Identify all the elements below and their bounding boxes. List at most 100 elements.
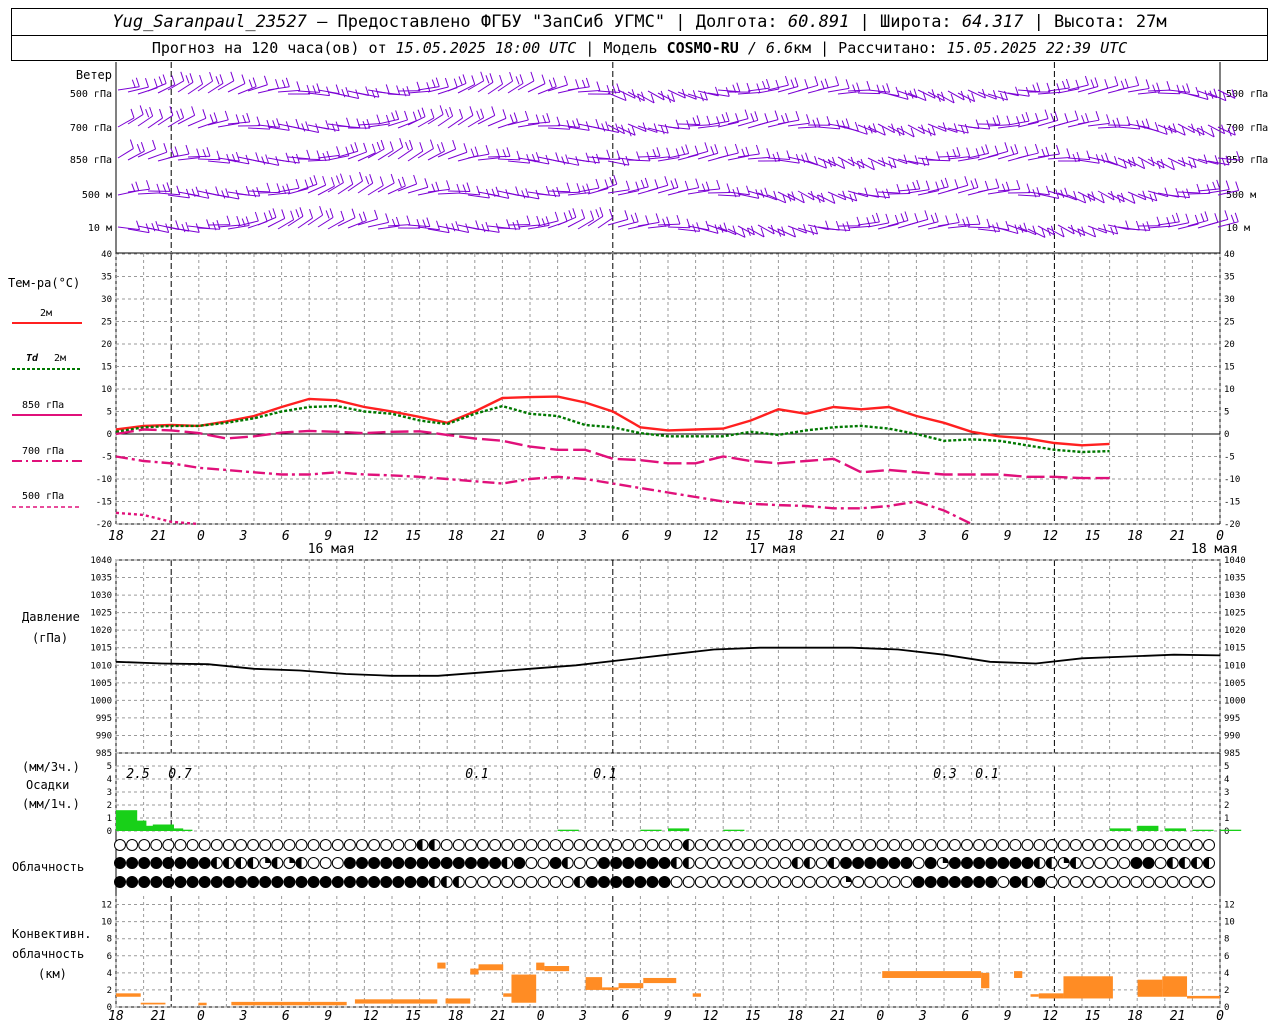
wind-barb — [817, 126, 840, 130]
wind-barb — [1217, 190, 1239, 196]
wind-barb — [187, 193, 209, 199]
wind-barb — [317, 154, 340, 159]
legend-500-label: 500 гПа — [22, 491, 64, 502]
wind-barb — [597, 183, 617, 192]
conv-cloud-bar — [1063, 976, 1113, 999]
wind-barb-feather — [340, 210, 345, 221]
wind-barb-feather — [451, 223, 456, 232]
wind-barb — [777, 191, 796, 201]
wind-barb-feather — [652, 149, 657, 158]
wind-barb-feather — [777, 228, 782, 237]
wind-barb — [1067, 226, 1085, 237]
wind-barb — [347, 151, 367, 160]
cloud-circle — [464, 857, 477, 869]
conv-cloud-bar — [643, 977, 677, 984]
wind-barb — [327, 219, 345, 230]
wind-barb-feather — [866, 217, 871, 227]
cloud-circle — [331, 876, 344, 888]
wind-barb-feather — [1212, 181, 1217, 191]
wind-barb — [727, 228, 746, 238]
wind-barb — [627, 123, 647, 132]
wind-barb — [947, 225, 970, 229]
wind-barb-feather — [1186, 83, 1191, 93]
wind-barb — [1087, 193, 1105, 204]
cloud-circle — [501, 839, 514, 851]
wind-barb — [657, 92, 675, 103]
wind-barb-feather — [816, 194, 821, 204]
wind-barb-feather — [599, 207, 604, 217]
wind-barb-feather — [335, 84, 340, 94]
wind-barb-feather — [595, 209, 600, 218]
wind-barb-feather — [845, 79, 850, 89]
wind-barb — [637, 93, 655, 104]
temp-time-tick: 9 — [1004, 529, 1012, 544]
wind-barb — [907, 160, 930, 166]
cloud-circle — [961, 876, 973, 888]
cloud-circle — [1142, 876, 1155, 888]
wind-barb — [1077, 228, 1096, 238]
conv-time-tick: 21 — [151, 1009, 167, 1024]
wind-barb — [777, 228, 796, 238]
wind-barb-feather — [189, 73, 194, 83]
conv-tick-label: 6 — [107, 952, 112, 962]
wind-barb — [527, 159, 550, 165]
wind-barb — [1017, 226, 1037, 236]
wind-barb — [677, 154, 699, 161]
series-Td-2м — [115, 404, 1110, 454]
wind-barb-feather — [1081, 115, 1085, 124]
conv-cloud-bar — [445, 998, 471, 1004]
wind-barb — [467, 194, 490, 199]
wind-barb-feather — [664, 124, 669, 134]
wind-barb-feather — [215, 186, 220, 196]
wind-barb-feather — [371, 89, 376, 99]
wind-barb — [1157, 124, 1177, 133]
wind-barb-feather — [135, 77, 140, 87]
wind-barb — [297, 217, 313, 229]
wind-barb-feather — [515, 76, 520, 85]
conv-tick-label: 0 — [1224, 1003, 1229, 1013]
wind-barb-feather — [365, 175, 370, 185]
cloud-circle — [779, 876, 792, 888]
cloud-circle — [767, 839, 780, 851]
pressure-tick-label: 1000 — [1224, 696, 1246, 706]
wind-barb — [397, 148, 413, 160]
wind-barb-feather — [881, 126, 886, 136]
wind-barb-feather — [476, 185, 481, 196]
cloud-circle — [755, 857, 768, 869]
wind-barb-feather — [714, 144, 719, 154]
cloud-circle — [1106, 876, 1119, 888]
cloud-circle — [561, 839, 574, 851]
wind-barb-feather — [209, 114, 214, 123]
wind-barb-feather — [295, 178, 300, 189]
wind-barb-feather — [552, 77, 557, 87]
temp-time-tick: 21 — [151, 529, 167, 544]
wind-barb-feather — [322, 175, 327, 186]
temp-tick-label: 0 — [1224, 430, 1229, 440]
wind-barb — [897, 188, 920, 192]
wind-barb-feather — [276, 183, 281, 193]
wind-barb — [737, 193, 759, 199]
wind-barb-feather — [548, 79, 553, 88]
cloud-circle — [924, 839, 937, 851]
wind-barb-feather — [272, 120, 277, 129]
wind-barb — [1127, 191, 1146, 201]
wind-barb — [547, 84, 568, 92]
wind-barb-feather — [1234, 212, 1239, 222]
wind-barb — [427, 188, 450, 193]
conv-time-tick: 3 — [918, 1009, 927, 1024]
wind-barb — [907, 92, 927, 102]
wind-barb — [1007, 120, 1030, 126]
wind-barb-feather — [627, 128, 632, 137]
cloud-circle — [210, 839, 223, 851]
cloud-circle — [1045, 876, 1058, 888]
wind-barb-feather — [436, 220, 440, 230]
wind-barb-feather — [1166, 81, 1171, 91]
wind-barb-feather — [984, 180, 989, 191]
wind-barb-feather — [375, 87, 380, 98]
pressure-tick-label: 985 — [1224, 749, 1240, 759]
wind-barb-feather — [903, 154, 908, 164]
wind-barb — [1037, 153, 1060, 158]
wind-barb-feather — [956, 146, 961, 157]
wind-barb-feather — [1082, 193, 1087, 204]
wind-barb-feather — [185, 144, 190, 155]
